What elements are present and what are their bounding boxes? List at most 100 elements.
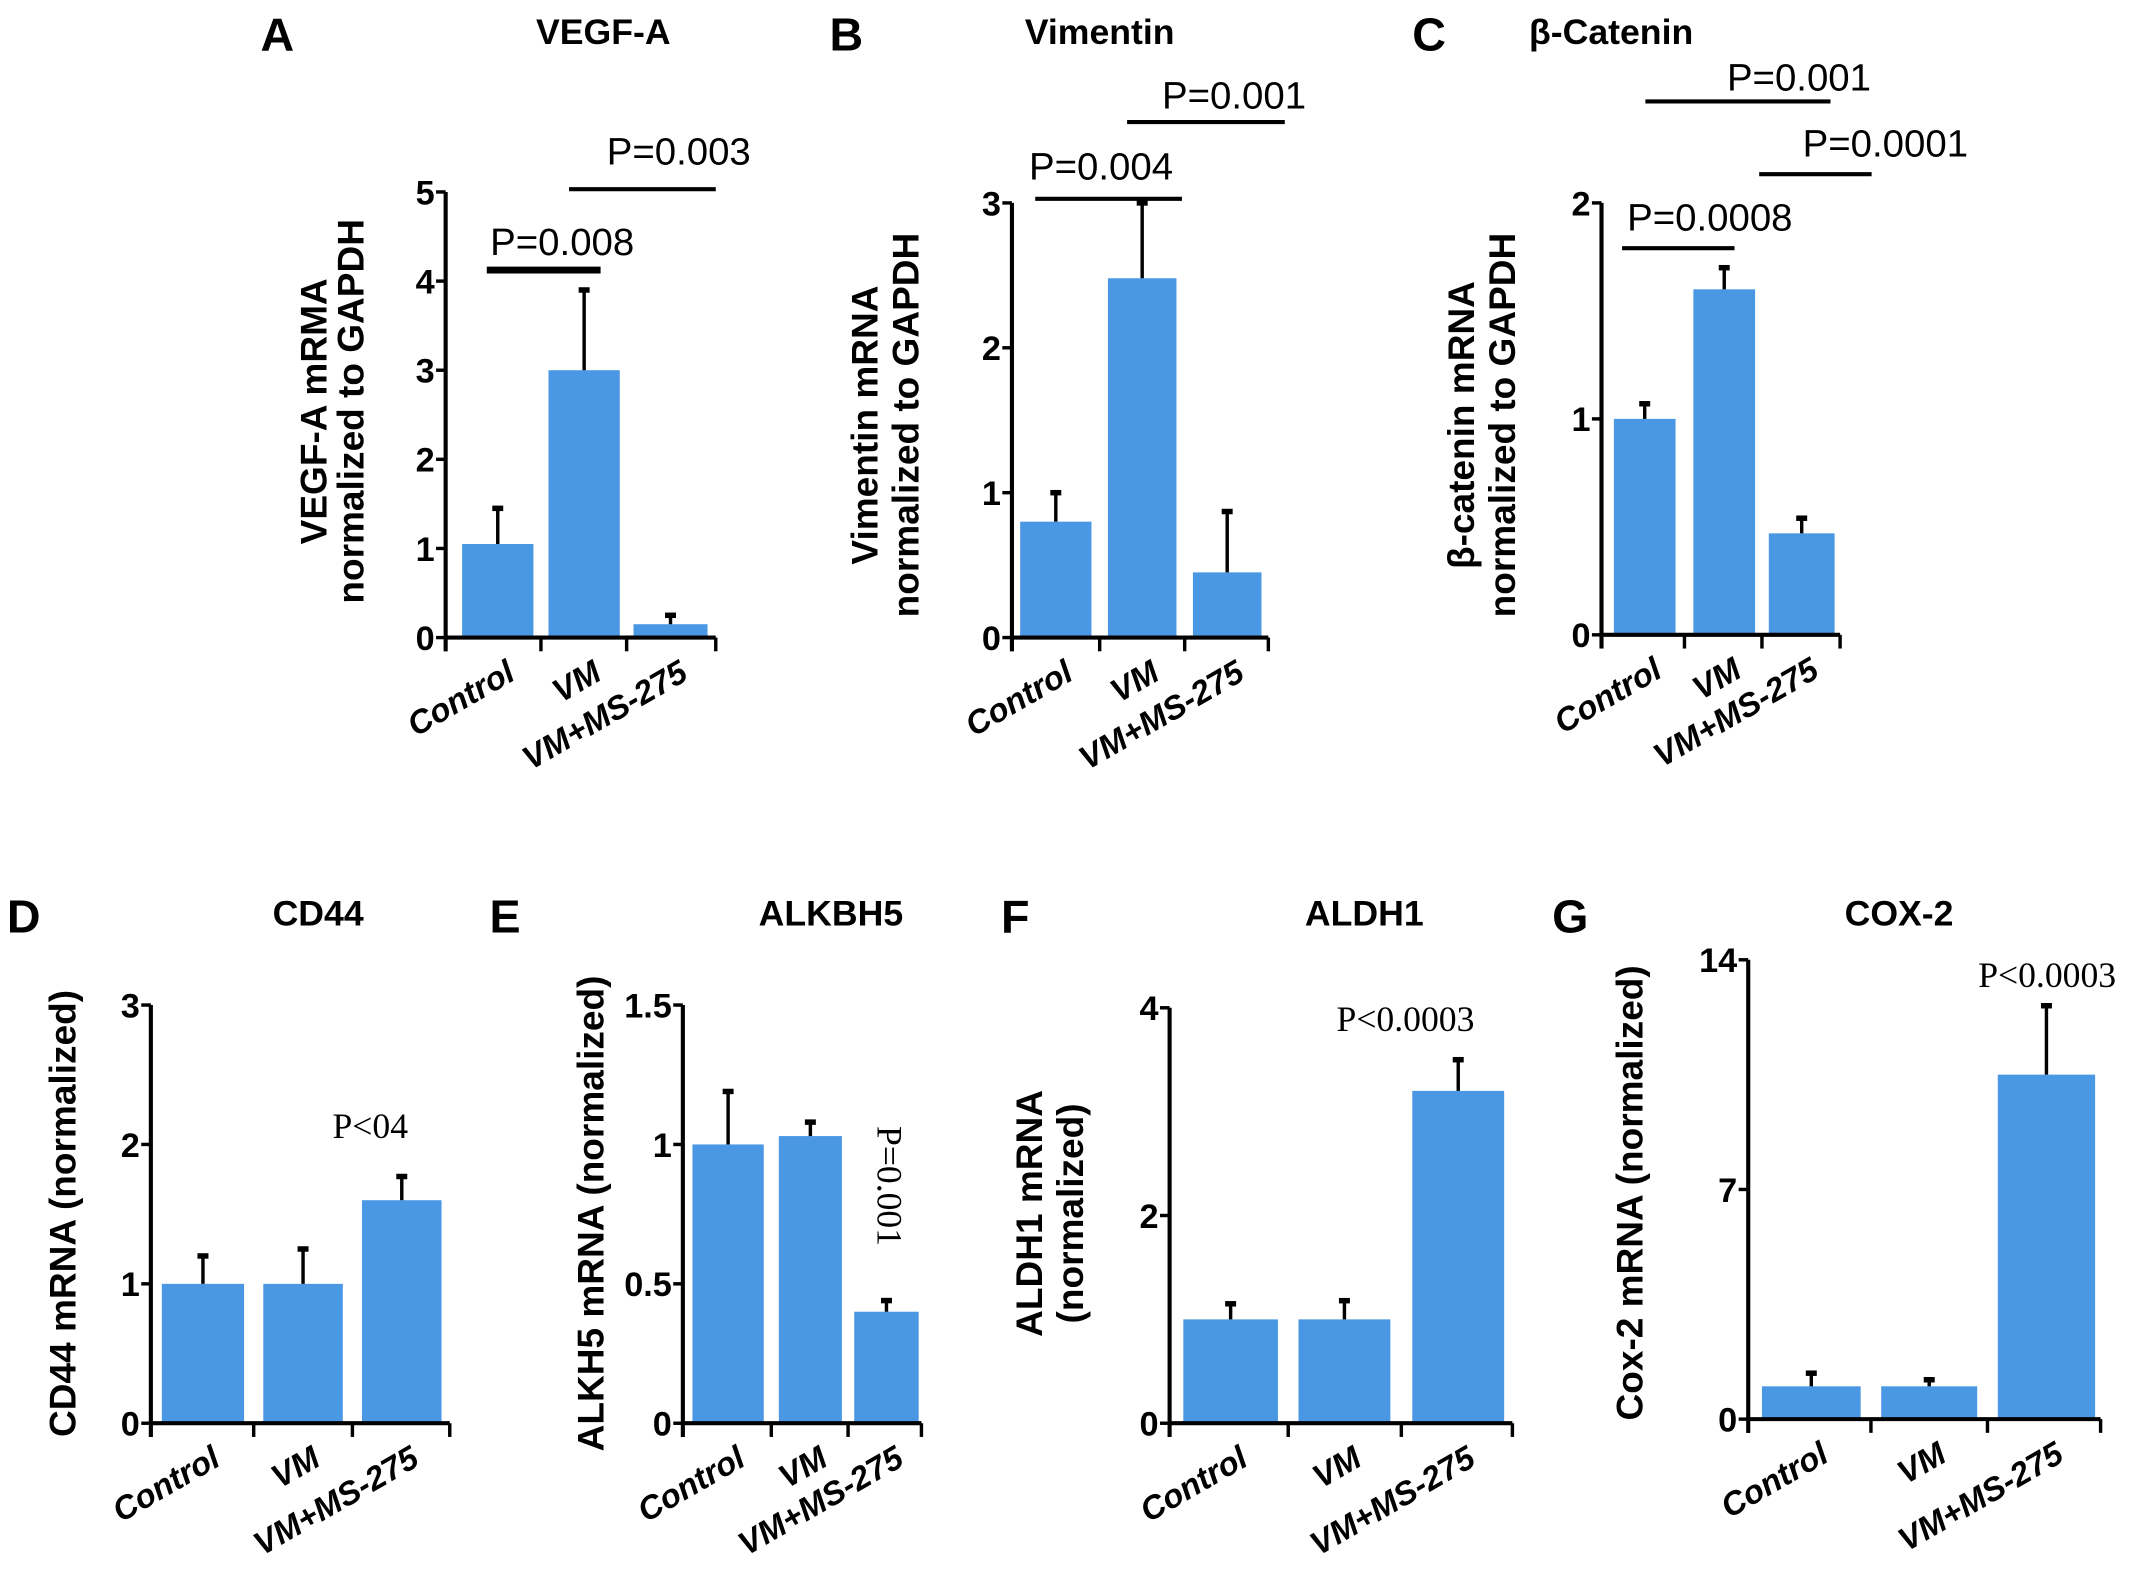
bar-VM (1693, 289, 1756, 635)
bar-Control (1613, 418, 1676, 635)
y-tick-label: 14 (1699, 942, 1737, 980)
x-tick-label: VM+MS-275 (516, 652, 694, 776)
panel-letter: C (1412, 9, 1446, 61)
bar-VM (1107, 278, 1177, 638)
bar-VM (263, 1283, 343, 1424)
panel-title: ALDH1 (1305, 894, 1424, 934)
y-tick-label: 0 (121, 1406, 140, 1444)
bar-VM+MS-275 (854, 1311, 919, 1424)
y-axis-label: ALDH1 mRNA (1008, 1090, 1050, 1337)
bar-Control (462, 543, 534, 638)
y-tick-label: 2 (982, 330, 1001, 368)
p-value-annotation: P<0.0003 (1978, 955, 2116, 995)
y-axis-label: CD44 mRNA (normalized) (41, 990, 83, 1437)
y-tick-label: 0 (1140, 1406, 1159, 1444)
p-value-annotation: P=0.001 (870, 1126, 910, 1246)
bar-Control (1183, 1319, 1278, 1424)
y-tick-label: 7 (1718, 1172, 1737, 1210)
x-tick-label: Control (1548, 650, 1668, 741)
panel-title: ALKBH5 (759, 894, 903, 934)
panel-title: VEGF-A (536, 12, 671, 52)
x-tick-label: Control (401, 652, 521, 743)
x-tick-label: VM (1891, 1434, 1953, 1491)
panel-B: B Vimentin Vimentin mRNA normalized to GAPD… (830, 9, 1307, 777)
bar-VM+MS-275 (1997, 1074, 2096, 1420)
y-axis-label: Cox-2 mRNA (normalized) (1609, 965, 1651, 1420)
x-tick-label: VM (1306, 1438, 1368, 1495)
bar-VM+MS-275 (1192, 572, 1262, 638)
p-value-annotation: P=0.0001 (1803, 122, 1968, 165)
x-tick-label: VM (265, 1438, 327, 1495)
bar-VM+MS-275 (1768, 533, 1835, 635)
p-value-annotation: P=0.003 (607, 131, 751, 174)
p-value-annotation: P=0.001 (1162, 74, 1306, 117)
y-tick-label: 4 (416, 263, 435, 301)
bar-Control (1761, 1386, 1861, 1420)
y-tick-label: 1 (416, 531, 435, 569)
y-tick-label: 2 (1140, 1198, 1159, 1236)
bar-VM (778, 1136, 842, 1424)
x-tick-label: Control (106, 1438, 226, 1529)
bar-VM+MS-275 (362, 1200, 442, 1424)
y-axis-label: β-catenin mRNA (1440, 281, 1482, 569)
panel-title: CD44 (273, 894, 364, 934)
bar-VM (1298, 1319, 1391, 1424)
panel-letter: B (830, 9, 864, 61)
x-tick-label: Control (959, 652, 1079, 743)
y-tick-label: 0 (416, 620, 435, 658)
y-axis-label: ALKH5 mRNA (normalized) (569, 976, 611, 1452)
y-tick-label: 3 (982, 185, 1001, 223)
y-tick-label: 4 (1140, 990, 1159, 1028)
panel-letter: A (261, 9, 295, 61)
panel-letter: E (490, 890, 521, 942)
y-axis-label: normalized to GAPDH (885, 233, 927, 618)
y-tick-label: 1 (1571, 401, 1590, 439)
y-tick-label: 5 (416, 174, 435, 212)
y-tick-label: 1 (121, 1266, 140, 1304)
bar-Control (161, 1283, 245, 1424)
p-value-annotation: P=0.004 (1029, 146, 1173, 189)
panel-title: Vimentin (1025, 12, 1175, 52)
bar-VM+MS-275 (1412, 1090, 1505, 1424)
y-tick-label: 1.5 (624, 987, 672, 1025)
y-tick-label: 0 (982, 620, 1001, 658)
y-axis-label: VEGF-A mRMA (292, 278, 334, 544)
x-tick-label: Control (1714, 1434, 1834, 1525)
y-tick-label: 2 (1571, 185, 1590, 223)
y-axis-label: (normalized) (1049, 1103, 1091, 1323)
bar-Control (1020, 521, 1092, 638)
bar-Control (692, 1144, 764, 1424)
p-value-annotation: P=0.008 (490, 221, 634, 264)
panel-title: β-Catenin (1529, 12, 1693, 52)
y-axis-label: normalized to GAPDH (329, 219, 371, 604)
y-axis-label: Vimentin mRNA (844, 286, 886, 565)
y-tick-label: 2 (121, 1127, 140, 1165)
bar-VM (1881, 1386, 1978, 1420)
y-tick-label: 0.5 (624, 1266, 672, 1304)
x-tick-label: Control (1134, 1438, 1254, 1529)
y-tick-label: 0 (1718, 1401, 1737, 1439)
y-tick-label: 3 (416, 353, 435, 391)
x-tick-label: VM+MS-275 (1072, 652, 1250, 776)
bar-VM+MS-275 (633, 624, 708, 638)
y-tick-label: 0 (653, 1406, 672, 1444)
panel-letter: G (1552, 890, 1588, 942)
p-value-annotation: P=0.001 (1727, 56, 1871, 99)
y-tick-label: 2 (416, 442, 435, 480)
p-value-annotation: P=0.0008 (1627, 196, 1792, 239)
x-tick-label: Control (631, 1438, 751, 1529)
panel-letter: F (1001, 890, 1029, 942)
panel-letter: D (7, 890, 41, 942)
y-tick-label: 1 (653, 1127, 672, 1165)
p-value-annotation: P<0.0003 (1337, 999, 1475, 1039)
y-tick-label: 0 (1571, 617, 1590, 655)
y-tick-label: 3 (121, 987, 140, 1025)
y-tick-label: 1 (982, 475, 1001, 513)
bar-VM (548, 370, 620, 638)
